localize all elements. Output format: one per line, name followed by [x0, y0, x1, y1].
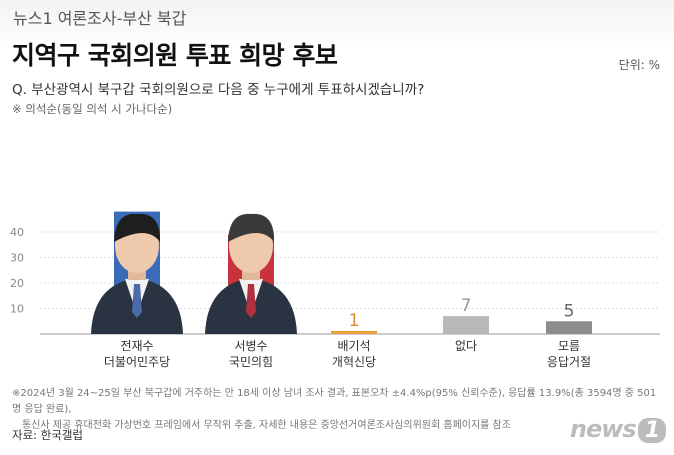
y-tick-label: 40: [10, 226, 24, 239]
category-label-5: 모름: [558, 339, 580, 353]
y-tick-label: 10: [10, 303, 24, 316]
sort-note: ※ 의석순(동일 의석 시 가나다순): [12, 102, 173, 116]
data-label-4: 7: [461, 296, 472, 316]
category-label-2: 서병수: [234, 339, 267, 353]
category-label-3: 배기석: [337, 339, 370, 353]
footnote-line-2: 통신사 제공 휴대전화 가상번호 프레임에서 무작위 추출, 자세한 내용은 중…: [22, 420, 511, 431]
bar-5: [546, 321, 592, 334]
page-title: 지역구 국회의원 투표 희망 후보: [12, 41, 338, 70]
footnote: ※2024년 3월 24~25일 부산 북구갑에 거주하는 만 18세 이상 남…: [12, 386, 662, 434]
source-label: 자료: 한국갤럽: [12, 428, 84, 442]
party-label-3: 개혁신당: [332, 355, 376, 369]
logo-text: news: [569, 415, 637, 443]
bar-chart: 1020304048전재수더불어민주당39서병수국민의힘1배기석개혁신당7없다5…: [10, 211, 660, 369]
logo-number: 1: [637, 418, 666, 443]
category-label-4: 없다: [455, 339, 477, 353]
candidate-photo-1: [91, 213, 183, 334]
data-label-3: 1: [349, 311, 360, 331]
bar-4: [443, 316, 489, 334]
y-tick-label: 30: [10, 252, 24, 265]
footnote-line-1: ※2024년 3월 24~25일 부산 북구갑에 거주하는 만 18세 이상 남…: [12, 388, 657, 415]
category-label-1: 전재수: [120, 339, 153, 353]
unit-label: 단위: %: [618, 58, 660, 72]
candidate-photo-2: [205, 213, 297, 334]
header-subtitle: 뉴스1 여론조사-부산 북갑: [13, 9, 187, 28]
party-label-1: 더불어민주당: [104, 355, 170, 369]
y-tick-label: 20: [10, 277, 24, 290]
party-label-5: 응답거절: [547, 355, 591, 369]
bar-3: [331, 331, 377, 334]
survey-question: Q. 부산광역시 북구갑 국회의원으로 다음 중 누구에게 투표하시겠습니까?: [12, 82, 425, 98]
party-label-2: 국민의힘: [229, 355, 273, 369]
news1-logo: news 1: [570, 415, 666, 443]
header-band: [0, 0, 674, 46]
data-label-5: 5: [564, 301, 575, 321]
